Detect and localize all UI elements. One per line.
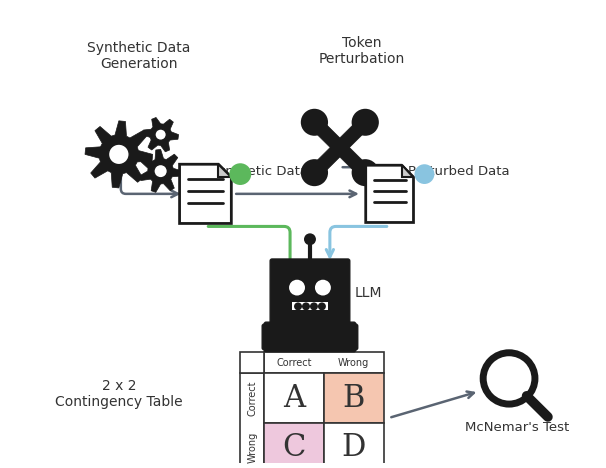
Bar bbox=[264, 352, 384, 373]
Polygon shape bbox=[179, 164, 231, 223]
Polygon shape bbox=[85, 121, 153, 188]
Polygon shape bbox=[310, 117, 370, 177]
Text: Correct: Correct bbox=[276, 358, 312, 368]
FancyBboxPatch shape bbox=[270, 259, 350, 326]
Text: B: B bbox=[342, 383, 365, 414]
Text: Wrong: Wrong bbox=[338, 358, 370, 368]
Circle shape bbox=[318, 302, 326, 310]
Circle shape bbox=[351, 159, 379, 186]
FancyBboxPatch shape bbox=[340, 324, 358, 350]
Circle shape bbox=[289, 280, 305, 295]
Polygon shape bbox=[402, 165, 413, 177]
FancyBboxPatch shape bbox=[264, 322, 356, 352]
Text: LLM: LLM bbox=[355, 285, 382, 300]
Bar bbox=[241, 352, 264, 373]
Bar bbox=[324, 423, 384, 468]
FancyBboxPatch shape bbox=[262, 324, 280, 350]
Circle shape bbox=[415, 164, 435, 184]
Text: Token
Perturbation: Token Perturbation bbox=[319, 36, 405, 66]
Text: A: A bbox=[283, 383, 305, 414]
Text: C: C bbox=[282, 432, 306, 463]
Polygon shape bbox=[218, 164, 231, 177]
Bar bbox=[264, 423, 324, 468]
Circle shape bbox=[315, 280, 331, 295]
Circle shape bbox=[154, 164, 167, 178]
Polygon shape bbox=[139, 149, 182, 192]
Circle shape bbox=[301, 159, 328, 186]
Circle shape bbox=[310, 302, 318, 310]
Circle shape bbox=[301, 109, 328, 136]
Bar bbox=[241, 373, 264, 468]
Text: Perturbed Data: Perturbed Data bbox=[408, 165, 510, 178]
Circle shape bbox=[302, 302, 310, 310]
Text: 2 x 2
Contingency Table: 2 x 2 Contingency Table bbox=[55, 379, 182, 410]
Text: D: D bbox=[342, 432, 366, 463]
Bar bbox=[264, 373, 324, 423]
Circle shape bbox=[294, 302, 302, 310]
Text: Wrong: Wrong bbox=[247, 432, 257, 463]
Text: McNemar's Test: McNemar's Test bbox=[465, 421, 569, 434]
Circle shape bbox=[304, 234, 316, 245]
Circle shape bbox=[155, 129, 167, 140]
Bar bbox=[324, 373, 384, 423]
Circle shape bbox=[351, 109, 379, 136]
Circle shape bbox=[108, 144, 129, 165]
Circle shape bbox=[229, 163, 251, 185]
Polygon shape bbox=[143, 117, 179, 152]
Polygon shape bbox=[365, 165, 413, 222]
Text: Synthetic Data: Synthetic Data bbox=[208, 165, 308, 178]
Bar bbox=[292, 302, 328, 310]
Text: Synthetic Data
Generation: Synthetic Data Generation bbox=[87, 41, 190, 71]
Polygon shape bbox=[310, 117, 370, 177]
Text: Correct: Correct bbox=[247, 380, 257, 416]
